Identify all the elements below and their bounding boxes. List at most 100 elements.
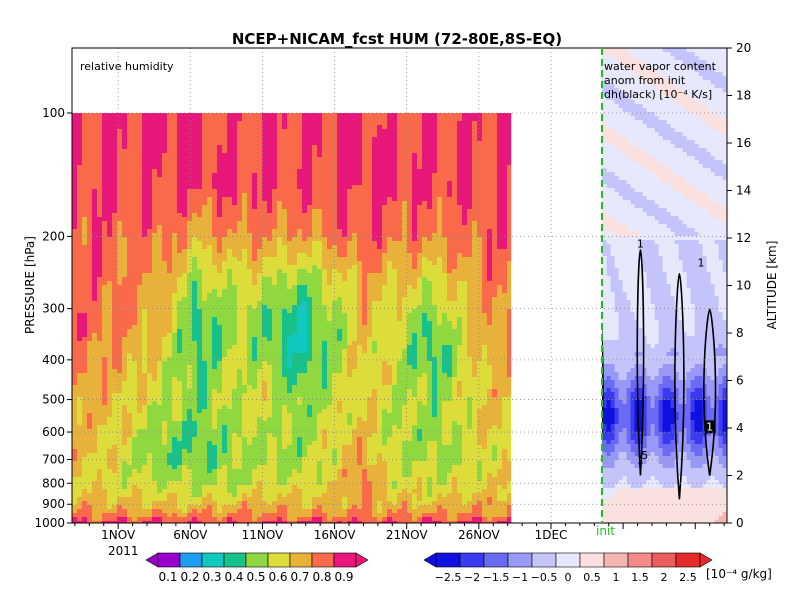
rh-cell [212,373,218,378]
rh-cell [102,441,108,446]
rh-cell [137,369,143,374]
rh-cell [192,505,198,510]
rh-cell [182,341,188,346]
rh-cell [82,149,88,154]
rh-cell [302,237,308,242]
rh-cell [197,277,203,282]
rh-cell [272,393,278,398]
rh-cell [272,189,278,194]
rh-cell [82,405,88,410]
rh-cell [242,357,248,362]
rh-cell [272,481,278,486]
rh-cell [192,461,198,466]
rh-cell [82,465,88,470]
rh-cell [297,129,303,134]
rh-cell [252,277,258,282]
rh-cell [137,505,143,510]
rh-cell [262,329,268,334]
rh-cell [82,445,88,450]
rh-cell [157,173,163,178]
rh-cell [262,505,268,510]
rh-cell [257,157,263,162]
rh-cell [232,229,238,234]
rh-cell [82,333,88,338]
rh-cell [192,325,198,330]
rh-cell [267,229,273,234]
rh-cell [232,329,238,334]
rh-cell [157,493,163,498]
rh-cell [157,169,163,174]
rh-cell [282,361,288,366]
rh-cell [152,177,158,182]
rh-cell [77,485,83,490]
rh-cell [87,325,93,330]
rh-cell [232,497,238,502]
rh-cell [272,117,278,122]
rh-cell [252,197,258,202]
rh-cell [272,193,278,198]
rh-cell [92,489,98,494]
rh-cell [312,153,318,158]
rh-cell [247,345,253,350]
rh-cell [312,145,318,150]
rh-cell [97,517,103,522]
rh-cell [217,157,223,162]
rh-cell [262,125,268,130]
rh-cell [127,377,133,382]
rh-cell [137,481,143,486]
rh-cell [77,317,83,322]
rh-cell [172,273,178,278]
rh-cell [172,453,178,458]
rh-cell [222,365,228,370]
rh-cell [207,493,213,498]
rh-cell [287,465,293,470]
rh-cell [217,177,223,182]
rh-cell [247,517,253,522]
rh-cell [152,161,158,166]
rh-cell [197,513,203,518]
rh-cell [197,225,203,230]
rh-cell [207,501,213,506]
rh-cell [262,213,268,218]
rh-cell [277,121,283,126]
rh-cell [257,301,263,306]
rh-cell [302,269,308,274]
rh-cell [147,349,153,354]
rh-cell [97,445,103,450]
rh-cell [287,229,293,234]
rh-cell [107,153,113,158]
rh-cell [217,133,223,138]
rh-cell [287,261,293,266]
rh-cell [287,393,293,398]
rh-cell [312,129,318,134]
rh-cell [182,469,188,474]
rh-cell [207,457,213,462]
rh-cell [267,113,273,118]
rh-cell [82,353,88,358]
rh-cell [147,473,153,478]
rh-cell [197,205,203,210]
rh-cell [77,249,83,254]
rh-cell [157,453,163,458]
rh-cell [292,181,298,186]
rh-cell [287,405,293,410]
rh-cell [302,149,308,154]
rh-cell [142,161,148,166]
rh-cell [72,269,78,274]
rh-cell [127,153,133,158]
rh-cell [122,293,128,298]
rh-cell [192,365,198,370]
rh-cell [87,113,93,118]
rh-cell [132,261,138,266]
rh-cell [167,385,173,390]
rh-cell [82,181,88,186]
rh-cell [147,197,153,202]
rh-cell [222,353,228,358]
rh-cell [232,413,238,418]
rh-cell [172,193,178,198]
rh-cell [287,249,293,254]
rh-cell [297,353,303,358]
rh-cell [287,305,293,310]
rh-cell [192,357,198,362]
rh-cell [112,449,118,454]
